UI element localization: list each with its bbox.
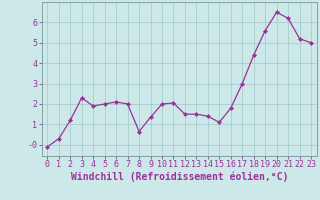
X-axis label: Windchill (Refroidissement éolien,°C): Windchill (Refroidissement éolien,°C) (70, 172, 288, 182)
